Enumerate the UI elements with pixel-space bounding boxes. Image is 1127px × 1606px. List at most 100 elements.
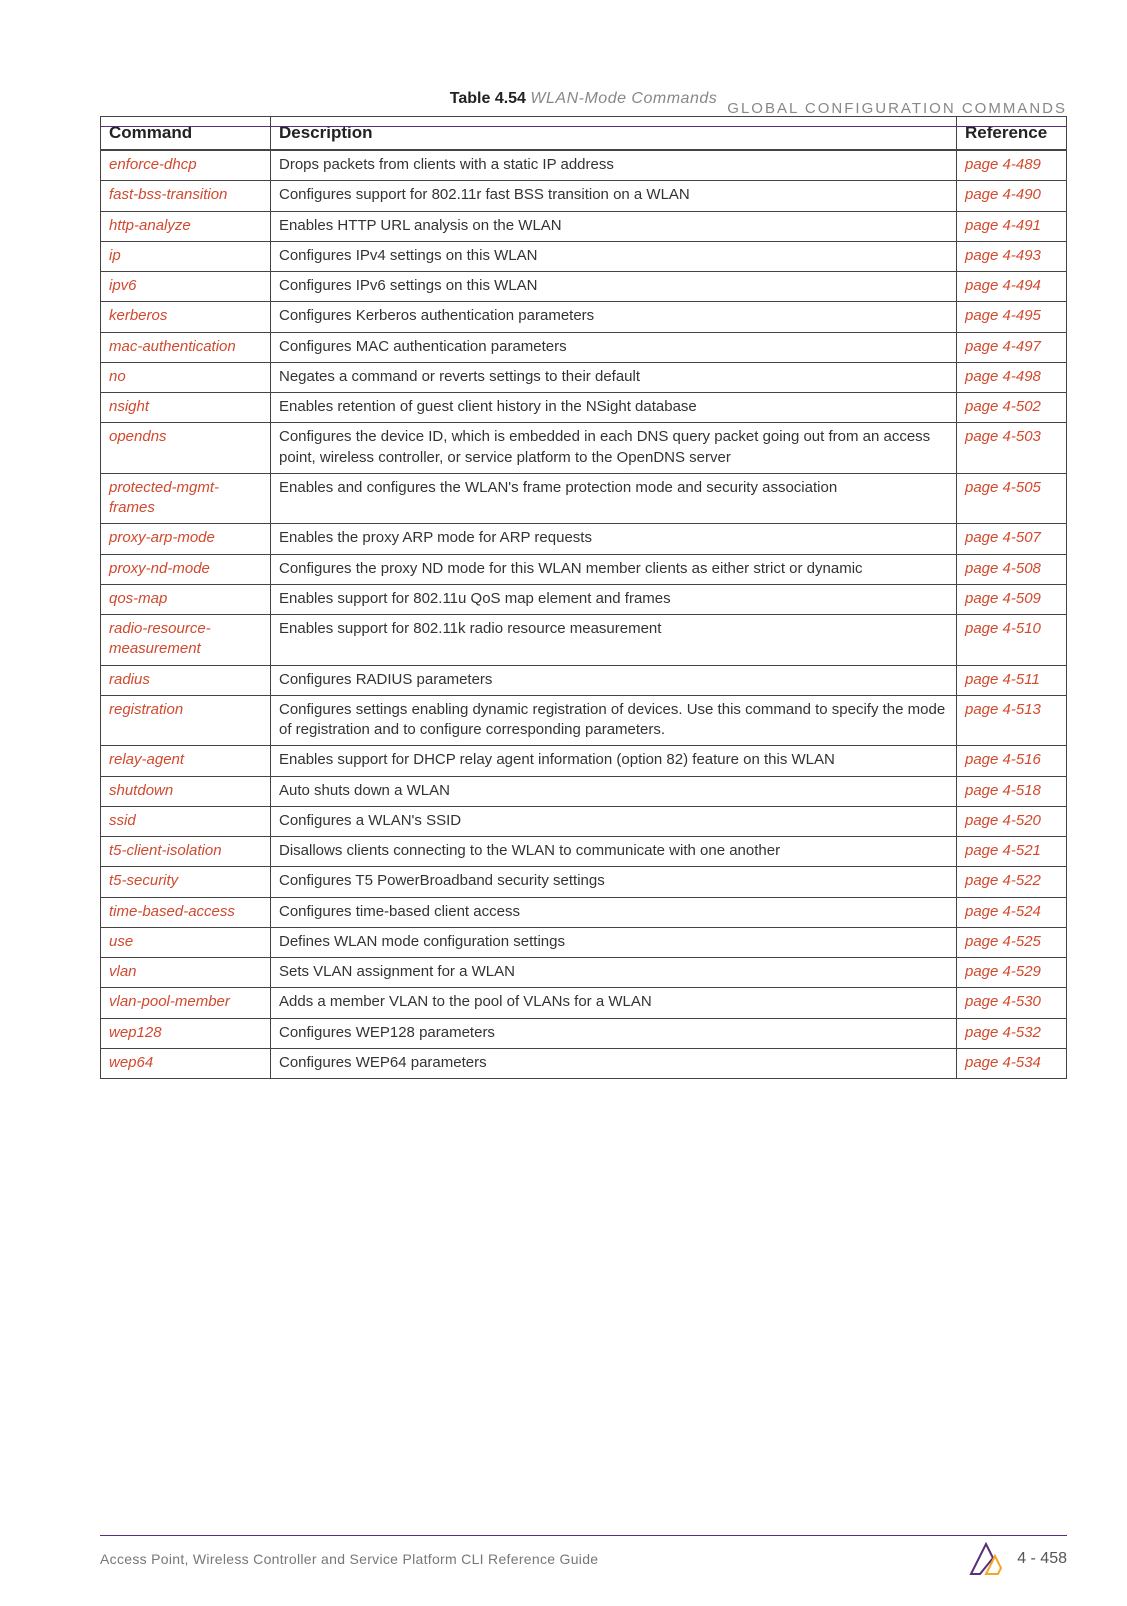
table-row: opendnsConfigures the device ID, which i…	[101, 423, 1067, 474]
table-row: proxy-arp-modeEnables the proxy ARP mode…	[101, 524, 1067, 554]
command-cell[interactable]: ip	[101, 241, 271, 271]
description-cell: Enables the proxy ARP mode for ARP reque…	[271, 524, 957, 554]
table-row: nsightEnables retention of guest client …	[101, 393, 1067, 423]
reference-cell[interactable]: page 4-513	[957, 695, 1067, 746]
reference-cell[interactable]: page 4-521	[957, 837, 1067, 867]
description-cell: Configures the proxy ND mode for this WL…	[271, 554, 957, 584]
command-cell[interactable]: ssid	[101, 806, 271, 836]
reference-cell[interactable]: page 4-529	[957, 958, 1067, 988]
reference-cell[interactable]: page 4-532	[957, 1018, 1067, 1048]
reference-cell[interactable]: page 4-502	[957, 393, 1067, 423]
table-row: radio-resource-measurementEnables suppor…	[101, 615, 1067, 666]
reference-cell[interactable]: page 4-516	[957, 746, 1067, 776]
command-cell[interactable]: wep128	[101, 1018, 271, 1048]
description-cell: Enables support for 802.11k radio resour…	[271, 615, 957, 666]
table-row: fast-bss-transitionConfigures support fo…	[101, 181, 1067, 211]
reference-cell[interactable]: page 4-507	[957, 524, 1067, 554]
reference-cell[interactable]: page 4-497	[957, 332, 1067, 362]
description-cell: Auto shuts down a WLAN	[271, 776, 957, 806]
description-cell: Enables support for DHCP relay agent inf…	[271, 746, 957, 776]
description-cell: Configures MAC authentication parameters	[271, 332, 957, 362]
reference-cell[interactable]: page 4-534	[957, 1048, 1067, 1078]
description-cell: Enables and configures the WLAN's frame …	[271, 473, 957, 524]
reference-cell[interactable]: page 4-503	[957, 423, 1067, 474]
col-command: Command	[101, 117, 271, 151]
page: GLOBAL CONFIGURATION COMMANDS Table 4.54…	[0, 90, 1127, 1606]
description-cell: Configures settings enabling dynamic reg…	[271, 695, 957, 746]
command-cell[interactable]: mac-authentication	[101, 332, 271, 362]
table-row: relay-agentEnables support for DHCP rela…	[101, 746, 1067, 776]
reference-cell[interactable]: page 4-494	[957, 272, 1067, 302]
col-reference: Reference	[957, 117, 1067, 151]
command-cell[interactable]: shutdown	[101, 776, 271, 806]
command-cell[interactable]: vlan	[101, 958, 271, 988]
command-cell[interactable]: vlan-pool-member	[101, 988, 271, 1018]
table-row: registrationConfigures settings enabling…	[101, 695, 1067, 746]
description-cell: Defines WLAN mode configuration settings	[271, 927, 957, 957]
description-cell: Adds a member VLAN to the pool of VLANs …	[271, 988, 957, 1018]
command-cell[interactable]: protected-mgmt-frames	[101, 473, 271, 524]
caption-title: WLAN-Mode Commands	[530, 90, 717, 107]
table-row: ipv6Configures IPv6 settings on this WLA…	[101, 272, 1067, 302]
reference-cell[interactable]: page 4-509	[957, 584, 1067, 614]
reference-cell[interactable]: page 4-510	[957, 615, 1067, 666]
reference-cell[interactable]: page 4-530	[957, 988, 1067, 1018]
reference-cell[interactable]: page 4-505	[957, 473, 1067, 524]
command-cell[interactable]: radio-resource-measurement	[101, 615, 271, 666]
command-cell[interactable]: qos-map	[101, 584, 271, 614]
reference-cell[interactable]: page 4-498	[957, 362, 1067, 392]
command-cell[interactable]: opendns	[101, 423, 271, 474]
footer-text: Access Point, Wireless Controller and Se…	[100, 1551, 598, 1567]
command-cell[interactable]: use	[101, 927, 271, 957]
caption-label: Table 4.54	[450, 90, 526, 107]
command-cell[interactable]: nsight	[101, 393, 271, 423]
brand-logo-icon	[969, 1542, 1003, 1576]
footer: Access Point, Wireless Controller and Se…	[100, 1542, 1067, 1576]
command-cell[interactable]: relay-agent	[101, 746, 271, 776]
command-cell[interactable]: registration	[101, 695, 271, 746]
command-cell[interactable]: http-analyze	[101, 211, 271, 241]
command-cell[interactable]: proxy-nd-mode	[101, 554, 271, 584]
table-row: time-based-accessConfigures time-based c…	[101, 897, 1067, 927]
description-cell: Configures the device ID, which is embed…	[271, 423, 957, 474]
command-cell[interactable]: proxy-arp-mode	[101, 524, 271, 554]
reference-cell[interactable]: page 4-525	[957, 927, 1067, 957]
reference-cell[interactable]: page 4-522	[957, 867, 1067, 897]
table-row: ipConfigures IPv4 settings on this WLANp…	[101, 241, 1067, 271]
reference-cell[interactable]: page 4-489	[957, 150, 1067, 181]
table-row: proxy-nd-modeConfigures the proxy ND mod…	[101, 554, 1067, 584]
table-row: wep64Configures WEP64 parameterspage 4-5…	[101, 1048, 1067, 1078]
reference-cell[interactable]: page 4-518	[957, 776, 1067, 806]
description-cell: Configures support for 802.11r fast BSS …	[271, 181, 957, 211]
table-row: vlanSets VLAN assignment for a WLANpage …	[101, 958, 1067, 988]
table-row: shutdownAuto shuts down a WLANpage 4-518	[101, 776, 1067, 806]
reference-cell[interactable]: page 4-493	[957, 241, 1067, 271]
command-cell[interactable]: radius	[101, 665, 271, 695]
command-cell[interactable]: fast-bss-transition	[101, 181, 271, 211]
table-row: wep128Configures WEP128 parameterspage 4…	[101, 1018, 1067, 1048]
command-cell[interactable]: kerberos	[101, 302, 271, 332]
command-cell[interactable]: t5-client-isolation	[101, 837, 271, 867]
reference-cell[interactable]: page 4-511	[957, 665, 1067, 695]
reference-cell[interactable]: page 4-524	[957, 897, 1067, 927]
table-row: vlan-pool-memberAdds a member VLAN to th…	[101, 988, 1067, 1018]
footer-rule	[100, 1535, 1067, 1536]
description-cell: Configures Kerberos authentication param…	[271, 302, 957, 332]
table-row: useDefines WLAN mode configuration setti…	[101, 927, 1067, 957]
command-cell[interactable]: wep64	[101, 1048, 271, 1078]
table-row: enforce-dhcpDrops packets from clients w…	[101, 150, 1067, 181]
reference-cell[interactable]: page 4-520	[957, 806, 1067, 836]
reference-cell[interactable]: page 4-490	[957, 181, 1067, 211]
command-cell[interactable]: t5-security	[101, 867, 271, 897]
command-cell[interactable]: time-based-access	[101, 897, 271, 927]
reference-cell[interactable]: page 4-508	[957, 554, 1067, 584]
table-row: qos-mapEnables support for 802.11u QoS m…	[101, 584, 1067, 614]
command-cell[interactable]: no	[101, 362, 271, 392]
description-cell: Configures a WLAN's SSID	[271, 806, 957, 836]
reference-cell[interactable]: page 4-495	[957, 302, 1067, 332]
command-cell[interactable]: enforce-dhcp	[101, 150, 271, 181]
reference-cell[interactable]: page 4-491	[957, 211, 1067, 241]
table-row: radiusConfigures RADIUS parameterspage 4…	[101, 665, 1067, 695]
command-cell[interactable]: ipv6	[101, 272, 271, 302]
description-cell: Configures IPv6 settings on this WLAN	[271, 272, 957, 302]
